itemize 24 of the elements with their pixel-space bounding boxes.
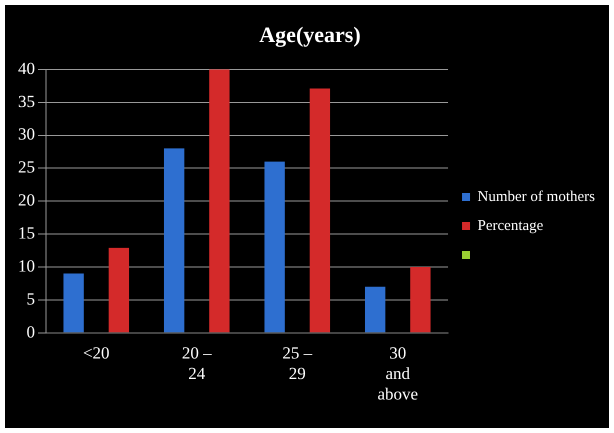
y-tick-label: 0 bbox=[26, 322, 35, 342]
y-tick-label: 20 bbox=[18, 190, 35, 210]
bar bbox=[410, 266, 431, 332]
legend-label: Percentage bbox=[478, 218, 544, 234]
bar bbox=[264, 162, 285, 332]
bar bbox=[108, 248, 130, 332]
legend-label: Number of mothers bbox=[478, 188, 596, 205]
x-tick-label: 30 and above bbox=[377, 343, 418, 404]
y-tick-label: 25 bbox=[18, 158, 35, 177]
y-tick-label: 30 bbox=[18, 124, 35, 144]
y-tick-label: 15 bbox=[18, 223, 35, 242]
bar bbox=[209, 69, 230, 332]
bar bbox=[63, 274, 84, 332]
bar bbox=[364, 286, 386, 332]
y-tick-label: 40 bbox=[18, 58, 35, 78]
x-tick-label: <20 bbox=[82, 343, 110, 362]
chart-title: Age(years) bbox=[259, 22, 361, 47]
x-tick-label: 25 – 29 bbox=[282, 343, 313, 383]
bar bbox=[164, 148, 184, 332]
x-tick-label: 20 – 24 bbox=[182, 343, 212, 383]
y-tick-label: 5 bbox=[26, 289, 35, 308]
y-tick-label: 35 bbox=[18, 92, 35, 111]
bar bbox=[310, 88, 330, 332]
y-tick-label: 10 bbox=[18, 256, 35, 276]
